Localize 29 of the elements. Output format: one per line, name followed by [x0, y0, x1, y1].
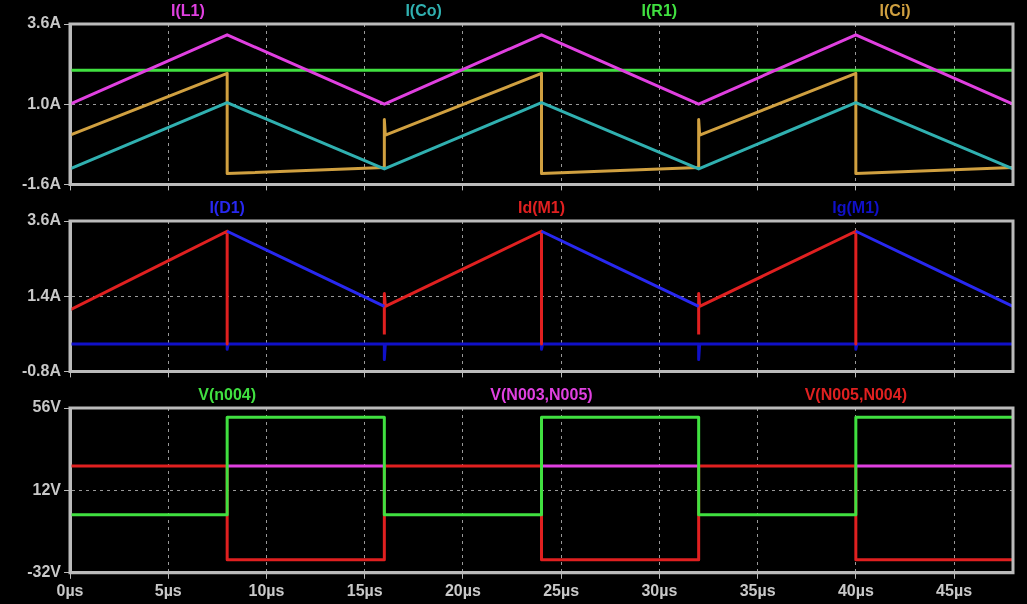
- series-label: I(L1): [170, 2, 205, 20]
- x-tick-label: 40µs: [837, 581, 874, 599]
- x-tick-label: 15µs: [346, 581, 383, 599]
- y-tick-label: 3.6A: [27, 211, 62, 229]
- text: Ig(M1): [832, 199, 880, 217]
- x-tick-label: 5µs: [154, 581, 182, 599]
- x-tick-label: 25µs: [543, 581, 580, 599]
- y-tick-label: -0.8A: [21, 361, 62, 379]
- x-tick-label: 35µs: [739, 581, 776, 599]
- x-tick-label: 45µs: [936, 581, 973, 599]
- text: I(Ci): [879, 2, 911, 20]
- x-tick-label: 0µs: [56, 581, 84, 599]
- text: I(Co): [405, 2, 442, 20]
- y-tick-label: 1.4A: [27, 286, 62, 304]
- series-label: V(n004): [198, 386, 257, 404]
- text: I(R1): [641, 2, 678, 20]
- y-tick-label: 1.0A: [27, 94, 62, 112]
- y-tick-label: -1.6A: [21, 174, 62, 192]
- text: V(N005,N004): [804, 386, 907, 404]
- x-tick-label: 10µs: [248, 581, 285, 599]
- series-label: I(D1): [209, 199, 245, 217]
- text: V(N003,N005): [490, 386, 593, 404]
- y-tick-label: 12V: [32, 480, 62, 498]
- y-tick-label: 3.6A: [27, 14, 62, 32]
- y-tick-label: 56V: [32, 398, 62, 416]
- x-tick-label: 30µs: [641, 581, 678, 599]
- y-tick-label: -32V: [27, 563, 62, 581]
- x-tick-label: 20µs: [444, 581, 481, 599]
- series-label: Id(M1): [517, 199, 566, 217]
